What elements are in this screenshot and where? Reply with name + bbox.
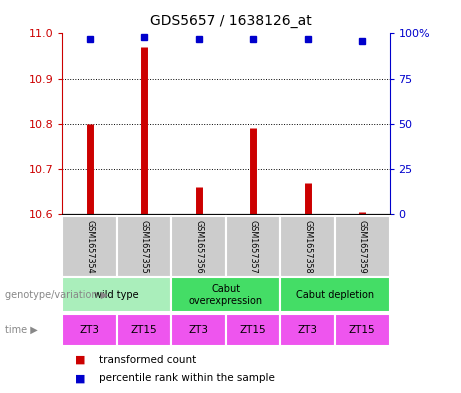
Text: genotype/variation ▶: genotype/variation ▶ (5, 290, 108, 300)
Bar (171, 277, 280, 312)
Bar (226, 216, 280, 277)
Bar (280, 314, 335, 346)
Text: Cabut depletion: Cabut depletion (296, 290, 374, 300)
Bar (62, 216, 117, 277)
Bar (171, 314, 226, 346)
Text: Cabut
overexpression: Cabut overexpression (189, 284, 263, 305)
Text: ZT15: ZT15 (349, 325, 376, 335)
Text: GSM1657356: GSM1657356 (194, 220, 203, 274)
Bar (226, 314, 280, 346)
Text: wild type: wild type (95, 290, 139, 300)
Bar (280, 277, 390, 312)
Bar (117, 216, 171, 277)
Bar (62, 277, 171, 312)
Text: ZT15: ZT15 (240, 325, 266, 335)
Text: percentile rank within the sample: percentile rank within the sample (99, 373, 275, 384)
Text: ■: ■ (76, 373, 86, 384)
Text: GSM1657354: GSM1657354 (85, 220, 94, 274)
Bar (117, 314, 171, 346)
Text: ZT3: ZT3 (79, 325, 100, 335)
Text: ■: ■ (76, 354, 86, 365)
Text: GSM1657357: GSM1657357 (248, 220, 258, 274)
Text: ZT3: ZT3 (298, 325, 318, 335)
Bar (335, 216, 390, 277)
Bar (62, 314, 117, 346)
Text: transformed count: transformed count (99, 354, 196, 365)
Text: GSM1657358: GSM1657358 (303, 220, 312, 274)
Text: GSM1657359: GSM1657359 (358, 220, 367, 274)
Text: time ▶: time ▶ (5, 325, 37, 335)
Text: GDS5657 / 1638126_at: GDS5657 / 1638126_at (150, 14, 311, 28)
Bar (280, 216, 335, 277)
Text: GSM1657355: GSM1657355 (140, 220, 148, 274)
Text: ZT3: ZT3 (189, 325, 209, 335)
Bar (335, 314, 390, 346)
Bar (171, 216, 226, 277)
Text: ZT15: ZT15 (131, 325, 157, 335)
